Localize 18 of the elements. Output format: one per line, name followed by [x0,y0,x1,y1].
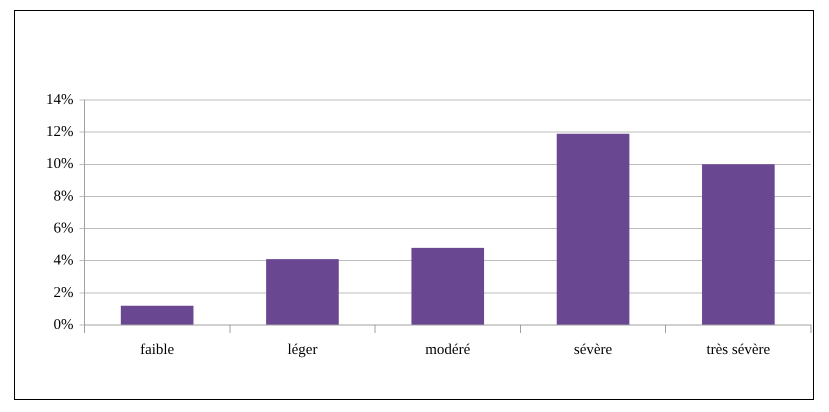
x-tick-label: très sévère [706,342,771,358]
y-tick-label: 4% [53,252,74,269]
bar [702,164,775,324]
bar [266,259,339,324]
x-tick-label: léger [287,342,318,358]
y-tick-label: 6% [53,220,74,237]
y-tick-label: 14% [46,92,74,108]
bar [411,248,484,324]
bar [120,306,194,324]
x-tick-label: sévère [574,342,613,358]
y-tick-label: 10% [46,156,74,172]
x-tick-label: faible [140,342,175,358]
y-tick-label: 8% [53,188,74,204]
x-tick-label: modéré [425,342,471,358]
bar [556,134,630,324]
y-tick-label: 12% [46,124,74,140]
y-tick-label: 2% [53,284,74,301]
y-tick-label: 0% [53,316,74,333]
